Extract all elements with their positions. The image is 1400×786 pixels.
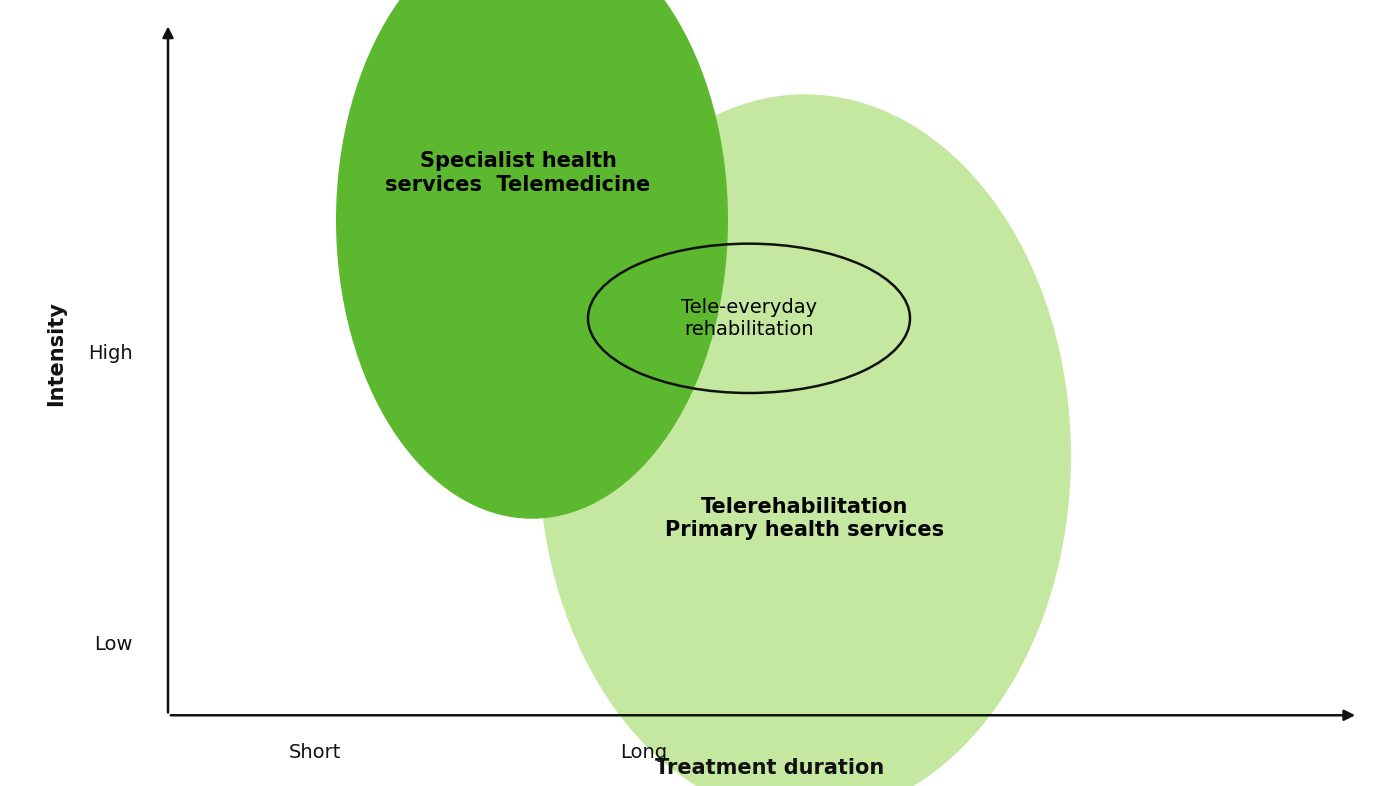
Text: High: High: [88, 344, 133, 363]
Text: Intensity: Intensity: [46, 301, 66, 406]
Text: Tele-everyday
rehabilitation: Tele-everyday rehabilitation: [680, 298, 818, 339]
Text: Long: Long: [620, 743, 668, 762]
Text: Specialist health
services  Telemedicine: Specialist health services Telemedicine: [385, 152, 651, 194]
Ellipse shape: [336, 0, 728, 519]
Text: Short: Short: [288, 743, 342, 762]
Ellipse shape: [539, 94, 1071, 786]
Text: Telerehabilitation
Primary health services: Telerehabilitation Primary health servic…: [665, 498, 945, 540]
Text: Treatment duration: Treatment duration: [655, 758, 885, 778]
Text: Low: Low: [95, 635, 133, 654]
